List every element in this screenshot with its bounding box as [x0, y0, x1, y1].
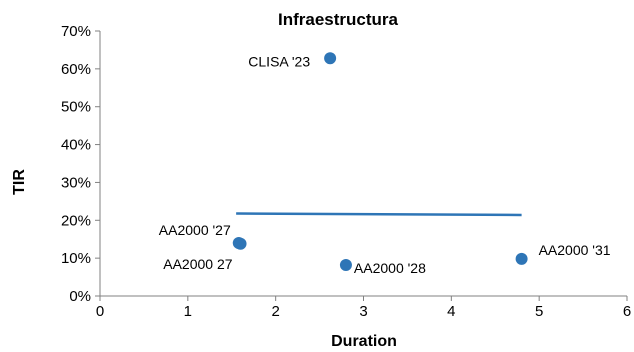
y-tick-label: 30%: [61, 174, 91, 191]
trend-line: [236, 212, 522, 217]
data-label: AA2000 '31: [539, 242, 611, 258]
data-points: [232, 52, 528, 271]
data-label: AA2000 27: [163, 256, 232, 272]
y-tick-label: 50%: [61, 99, 91, 116]
x-tick-label: 5: [535, 303, 543, 320]
data-point: [234, 237, 247, 250]
y-axis-label: TIR: [11, 169, 28, 195]
data-point: [515, 252, 528, 265]
x-tick-label: 4: [447, 303, 455, 320]
data-point: [339, 258, 352, 271]
y-tick-label: 60%: [61, 61, 91, 78]
y-tick-label: 20%: [61, 212, 91, 229]
x-tick-label: 6: [623, 303, 631, 320]
data-labels: CLISA '23 AA2000 '27 AA2000 27 AA2000 '28 AA…: [159, 53, 611, 276]
y-tick-label: 40%: [61, 137, 91, 154]
y-tick-label: 10%: [61, 250, 91, 267]
data-label: AA2000 '28: [354, 260, 426, 276]
x-axis-label: Duration: [331, 333, 397, 350]
trend-line-group: [236, 212, 522, 217]
x-tick-label: 0: [96, 303, 104, 320]
x-tick-label: 1: [184, 303, 192, 320]
data-point: [324, 52, 337, 65]
data-label: CLISA '23: [248, 53, 310, 69]
y-tick-label: 0%: [69, 288, 91, 305]
x-tick-label: 3: [359, 303, 367, 320]
axes: 0% 10% 20% 30% 40% 50% 60% 70% 0 1 2 3 4 5 6: [61, 23, 631, 320]
data-label: AA2000 '27: [159, 222, 231, 238]
x-tick-label: 2: [271, 303, 279, 320]
chart-title: Infraestructura: [278, 10, 399, 29]
y-tick-label: 70%: [61, 23, 91, 40]
